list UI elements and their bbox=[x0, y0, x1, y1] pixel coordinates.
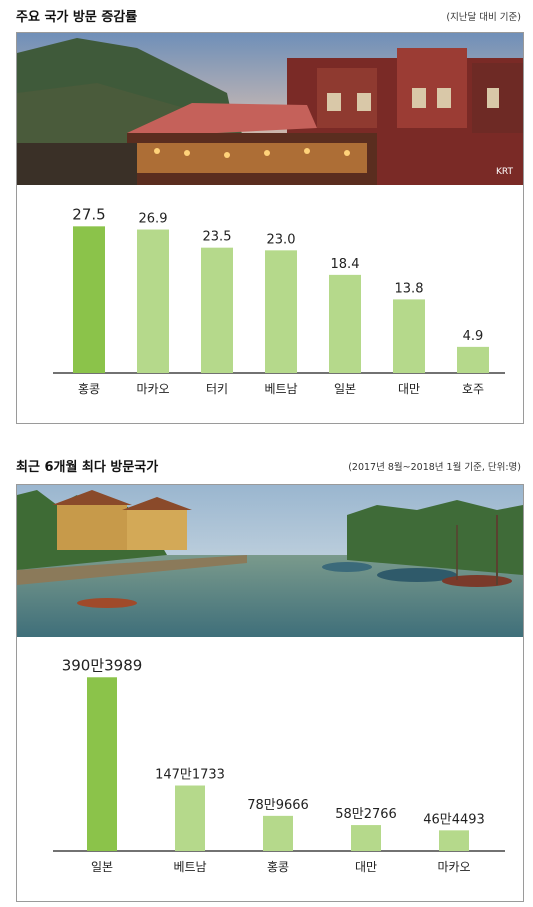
value-label-3: 58만2766 bbox=[335, 807, 397, 822]
bar-3 bbox=[265, 250, 297, 373]
bar-0 bbox=[73, 226, 105, 373]
bar-4 bbox=[439, 830, 469, 851]
section1-title: 주요 국가 방문 증감률 bbox=[16, 10, 138, 25]
category-label-2: 홍콩 bbox=[267, 860, 289, 874]
bar-6 bbox=[457, 346, 489, 373]
section1-note: (지난달 대비 기준) bbox=[446, 12, 521, 23]
river-photo bbox=[17, 485, 523, 637]
category-label-1: 베트남 bbox=[173, 860, 206, 874]
category-label-0: 일본 bbox=[91, 860, 113, 874]
category-label-3: 베트남 bbox=[264, 382, 297, 396]
bar-3 bbox=[351, 825, 381, 851]
bar-2 bbox=[263, 815, 293, 851]
category-label-3: 대만 bbox=[355, 860, 377, 874]
value-label-2: 78만9666 bbox=[247, 798, 309, 813]
value-label-4: 18.4 bbox=[331, 257, 360, 272]
category-label-0: 홍콩 bbox=[78, 382, 100, 396]
category-label-4: 일본 bbox=[334, 382, 356, 396]
section2-title: 최근 6개월 최다 방문국가 bbox=[16, 460, 159, 475]
value-label-4: 46만4493 bbox=[423, 812, 485, 827]
category-label-1: 마카오 bbox=[136, 382, 169, 396]
bar-0 bbox=[87, 677, 117, 851]
section1-header: 주요 국가 방문 증감률 (지난달 대비 기준) bbox=[16, 6, 521, 26]
value-label-3: 23.0 bbox=[267, 232, 296, 247]
bar-5 bbox=[393, 299, 425, 373]
bar-4 bbox=[329, 274, 361, 373]
section1-panel: KRT 27.5 홍콩 26.9 마카오 23.5 터키 23.0 베트남 18.4 일본 13.8… bbox=[16, 32, 524, 424]
value-label-5: 13.8 bbox=[395, 281, 424, 296]
bar-2 bbox=[201, 247, 233, 373]
value-label-0: 390만3989 bbox=[62, 656, 143, 674]
value-label-1: 147만1733 bbox=[155, 768, 225, 783]
photo-credit: KRT bbox=[496, 167, 513, 177]
category-label-4: 마카오 bbox=[437, 860, 470, 874]
bar-1 bbox=[175, 785, 205, 851]
bar-1 bbox=[137, 229, 169, 373]
value-label-1: 26.9 bbox=[139, 212, 168, 227]
value-label-0: 27.5 bbox=[72, 205, 105, 223]
section2-note: (2017년 8월~2018년 1월 기준, 단위:명) bbox=[348, 462, 521, 473]
value-label-2: 23.5 bbox=[203, 230, 232, 245]
category-label-5: 대만 bbox=[398, 382, 420, 396]
section2-header: 최근 6개월 최다 방문국가 (2017년 8월~2018년 1월 기준, 단위… bbox=[16, 456, 521, 476]
category-label-2: 터키 bbox=[206, 382, 228, 396]
section2-panel: 390만3989 일본 147만1733 베트남 78만9666 홍콩 58만2766 대만 4… bbox=[16, 484, 524, 902]
value-label-6: 4.9 bbox=[463, 329, 484, 344]
town-photo: KRT bbox=[17, 33, 523, 185]
category-label-6: 호주 bbox=[462, 382, 484, 396]
